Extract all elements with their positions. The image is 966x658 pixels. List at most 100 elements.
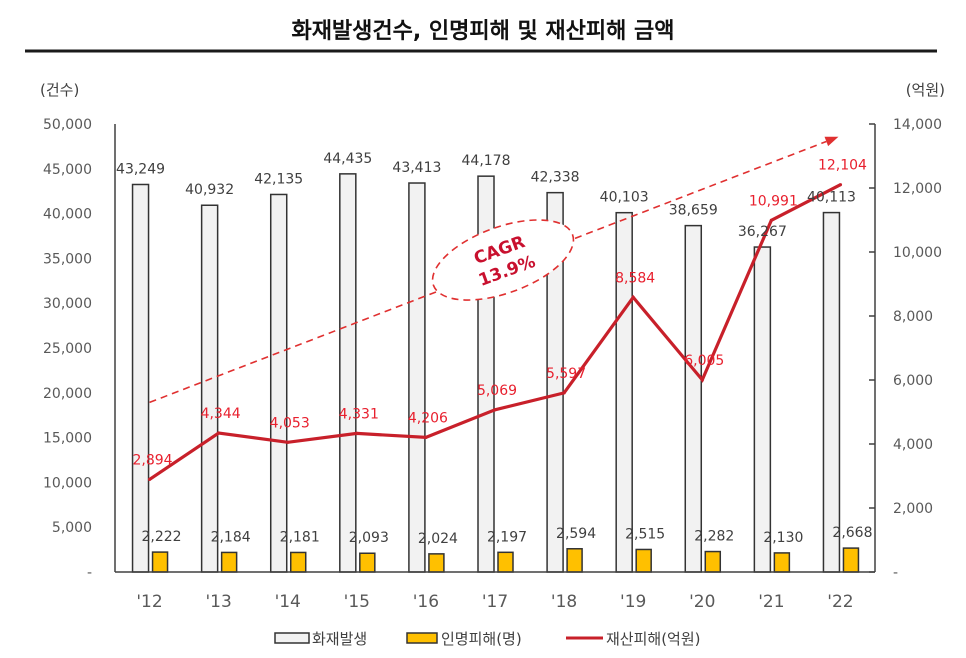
left-tick-label-8: 40,000 <box>43 207 92 223</box>
bar-label-casualties-0: 2,222 <box>141 529 181 545</box>
left-tick-label-0: - <box>87 565 92 581</box>
bar-fires-8 <box>684 224 703 573</box>
legend-label-casualties: 인명피해(명) <box>441 630 522 648</box>
bar-label-casualties-10: 2,668 <box>832 525 872 541</box>
labels-layer: 43,249 40,932 42,135 44,435 43,413 44,178 42,3… <box>116 151 872 547</box>
left-tick-label-3: 15,000 <box>43 431 92 447</box>
cagr-ellipse <box>431 219 575 301</box>
left-tick-label-10: 50,000 <box>43 117 92 133</box>
line-label-property-damage-10: 12,104 <box>818 158 867 174</box>
bar-label-fires-0: 43,249 <box>116 161 165 177</box>
line-point-property-damage-3 <box>355 431 359 436</box>
bar-casualties-8 <box>704 550 722 573</box>
left-tick-label-6: 30,000 <box>43 296 92 312</box>
legend: 화재발생 인명피해(명) 재산피해(억원) <box>274 630 701 648</box>
bar-label-casualties-4: 2,024 <box>418 531 458 547</box>
bar-casualties-9 <box>773 552 791 573</box>
legend-label-property-damage: 재산피해(억원) <box>606 630 701 648</box>
x-tick-label-3: '15 <box>344 592 370 612</box>
bar-fires-2 <box>269 193 288 573</box>
bar-fires-3 <box>339 173 357 573</box>
right-tick-label-4: 8,000 <box>893 309 933 325</box>
x-tick-label-9: '21 <box>758 592 784 612</box>
legend-item-casualties[interactable]: 인명피해(명) <box>406 630 522 648</box>
x-tick-label-4: '16 <box>413 592 439 612</box>
legend-item-property-damage[interactable]: 재산피해(억원) <box>566 630 701 648</box>
bar-fires-0 <box>131 183 150 573</box>
legend-label-fires: 화재발생 <box>312 630 367 648</box>
right-tick-label-3: 6,000 <box>893 373 933 389</box>
bar-casualties-5 <box>497 551 514 573</box>
bar-fires-7 <box>615 211 633 573</box>
x-tick-label-7: '19 <box>620 592 646 612</box>
bar-label-casualties-8: 2,282 <box>694 529 734 545</box>
bar-fires-1 <box>200 204 219 573</box>
bar-label-fires-3: 44,435 <box>323 151 372 167</box>
bar-label-fires-5: 44,178 <box>462 153 511 169</box>
line-point-property-damage-4 <box>424 435 428 440</box>
bar-label-casualties-1: 2,184 <box>211 529 251 545</box>
bar-label-casualties-6: 2,594 <box>556 526 596 542</box>
left-tick-label-5: 25,000 <box>43 341 92 357</box>
bar-label-fires-9: 36,267 <box>738 224 787 240</box>
bar-casualties-7 <box>635 548 652 573</box>
bar-fires-10 <box>822 211 841 573</box>
bar-label-casualties-9: 2,130 <box>763 530 803 546</box>
right-axis-unit: (억원) <box>906 81 945 99</box>
bar-label-fires-4: 43,413 <box>392 160 441 176</box>
bar-label-fires-1: 40,932 <box>185 182 234 198</box>
bar-casualties-3 <box>359 552 376 573</box>
bar-casualties-2 <box>289 551 307 573</box>
left-tick-label-4: 20,000 <box>43 386 92 402</box>
bar-casualties-6 <box>566 548 583 573</box>
trend-arrowhead-icon <box>824 136 839 147</box>
axes-layer: - 5,000 10,000 15,000 20,000 25,000 30,000 35,0… <box>43 117 942 612</box>
right-tick-label-6: 12,000 <box>893 181 942 197</box>
right-tick-label-7: 14,000 <box>893 117 942 133</box>
bar-fires-9 <box>753 246 772 573</box>
line-label-property-damage-9: 10,991 <box>749 193 798 209</box>
left-tick-label-9: 45,000 <box>43 162 92 178</box>
bar-casualties-0 <box>151 551 169 573</box>
line-label-property-damage-4: 4,206 <box>408 410 448 426</box>
x-tick-label-2: '14 <box>275 592 301 612</box>
bar-fires-4 <box>408 182 426 573</box>
x-tick-label-6: '18 <box>551 592 577 612</box>
line-point-property-damage-0 <box>147 477 152 481</box>
left-axis-unit: (건수) <box>40 81 79 99</box>
right-tick-label-1: 2,000 <box>893 501 933 517</box>
legend-item-fires[interactable]: 화재발생 <box>274 630 367 648</box>
legend-swatch-fires <box>274 632 310 644</box>
bar-label-fires-2: 42,135 <box>254 171 303 187</box>
line-point-property-damage-9 <box>769 218 773 222</box>
bar-label-casualties-7: 2,515 <box>625 526 665 542</box>
bar-casualties-4 <box>428 553 445 573</box>
chart-title: 화재발생건수, 인명피해 및 재산피해 금액 <box>291 19 674 44</box>
bar-casualties-10 <box>842 547 860 573</box>
bar-casualties-1 <box>220 551 238 573</box>
bar-label-casualties-2: 2,181 <box>280 529 320 545</box>
x-tick-label-0: '12 <box>136 592 162 612</box>
line-point-property-damage-7 <box>631 295 635 299</box>
legend-swatch-casualties <box>406 632 438 644</box>
line-label-property-damage-2: 4,053 <box>270 415 310 431</box>
bar-label-fires-10: 40,113 <box>807 190 856 206</box>
x-tick-label-10: '22 <box>827 592 853 612</box>
line-label-property-damage-3: 4,331 <box>339 406 379 422</box>
line-point-property-damage-2 <box>286 440 290 444</box>
line-label-property-damage-1: 4,344 <box>201 406 241 422</box>
line-point-property-damage-6 <box>562 391 566 395</box>
bar-label-fires-7: 40,103 <box>600 190 649 206</box>
x-tick-label-1: '13 <box>205 592 231 612</box>
right-tick-label-2: 4,000 <box>893 437 933 453</box>
line-point-property-damage-5 <box>493 408 497 412</box>
line-point-property-damage-8 <box>700 378 704 382</box>
bar-label-fires-8: 38,659 <box>669 203 718 219</box>
x-tick-label-5: '17 <box>482 592 508 612</box>
line-label-property-damage-7: 8,584 <box>615 270 655 286</box>
line-label-property-damage-5: 5,069 <box>477 383 517 399</box>
line-label-property-damage-8: 6,005 <box>684 353 724 369</box>
line-label-property-damage-0: 2,894 <box>132 452 172 468</box>
